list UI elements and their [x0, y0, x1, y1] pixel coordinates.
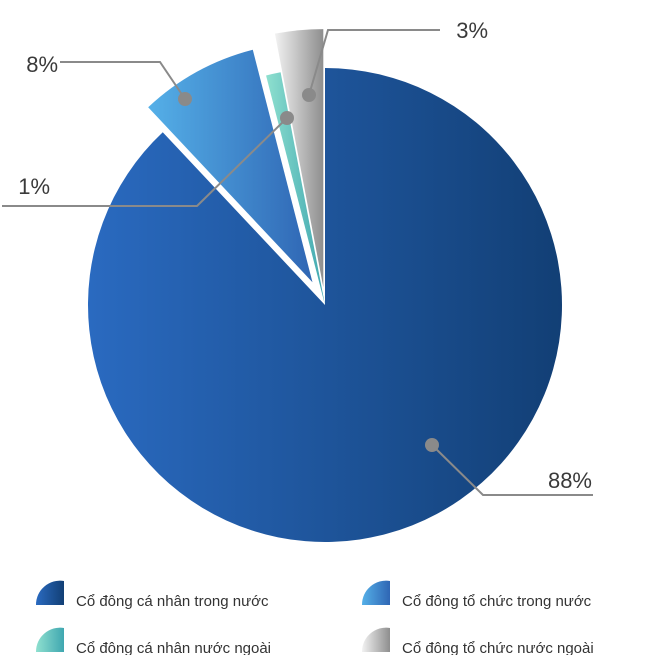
value-label-1: 8%: [26, 52, 58, 77]
leader-line-1: [60, 61, 186, 100]
legend-label: Cổ đông cá nhân trong nước: [76, 593, 269, 610]
leader-line-3: [308, 29, 440, 96]
slice-1: [148, 49, 313, 283]
leader-line-0: [431, 444, 593, 496]
legend-swatch-icon: [361, 580, 390, 605]
pie-slices: [87, 29, 563, 542]
leader-dot-1: [178, 92, 192, 106]
leader-dot-2: [280, 111, 294, 125]
value-label-2: 1%: [18, 174, 50, 199]
legend-label: Cổ đông tổ chức nước ngoài: [402, 640, 594, 655]
value-label-0: 88%: [548, 468, 592, 493]
leader-dot-3: [302, 88, 316, 102]
legend-item-3: Cổ đông tổ chức nước ngoài: [361, 627, 594, 655]
value-label-3: 3%: [456, 18, 488, 43]
legend-item-2: Cổ đông cá nhân nước ngoài: [35, 627, 271, 655]
legend-item-1: Cổ đông tổ chức trong nước: [361, 580, 592, 610]
value-labels: 88% 8% 1% 3%: [18, 18, 592, 493]
leader-line-2: [2, 117, 288, 207]
legend-swatch-icon: [35, 627, 64, 652]
leader-dot-0: [425, 438, 439, 452]
slice-2: [266, 72, 325, 305]
legend-swatch-icon: [361, 627, 390, 652]
legend-label: Cổ đông tổ chức trong nước: [402, 593, 592, 610]
leader-lines: [2, 29, 593, 496]
legend-swatch-icon: [35, 580, 64, 605]
legend-item-0: Cổ đông cá nhân trong nước: [35, 580, 269, 610]
legend-label: Cổ đông cá nhân nước ngoài: [76, 640, 271, 655]
legend: Cổ đông cá nhân trong nước Cổ đông tổ chứ…: [35, 580, 594, 655]
